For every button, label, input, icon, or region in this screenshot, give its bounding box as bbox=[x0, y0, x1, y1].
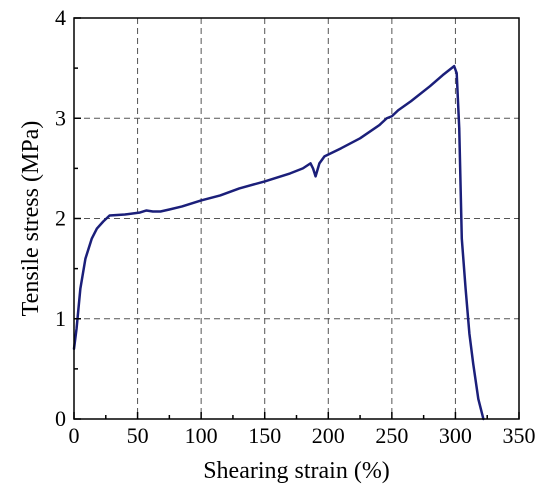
y-axis-title: Tensile stress (MPa) bbox=[18, 121, 44, 317]
x-tick-labels: 0 50 100 150 200 250 300 350 bbox=[69, 423, 536, 448]
y-tick-label-4: 4 bbox=[55, 5, 66, 30]
series-line-0 bbox=[72, 64, 485, 421]
grid-lines bbox=[74, 18, 519, 419]
x-axis-title: Shearing strain (%) bbox=[203, 458, 390, 484]
x-tick-label-7: 350 bbox=[503, 423, 536, 448]
y-tick-labels: 0 1 2 3 4 bbox=[55, 5, 66, 431]
y-tick-label-3: 3 bbox=[55, 105, 66, 130]
y-tick-label-2: 2 bbox=[55, 206, 66, 231]
x-tick-label-5: 250 bbox=[375, 423, 408, 448]
x-tick-label-3: 150 bbox=[248, 423, 281, 448]
x-tick-label-0: 0 bbox=[69, 423, 80, 448]
x-tick-label-6: 300 bbox=[439, 423, 472, 448]
axis-ticks bbox=[73, 17, 520, 420]
x-tick-label-1: 50 bbox=[127, 423, 149, 448]
y-tick-label-0: 0 bbox=[55, 406, 66, 431]
series-group bbox=[72, 64, 485, 421]
y-tick-label-1: 1 bbox=[55, 306, 66, 331]
x-tick-label-2: 100 bbox=[185, 423, 218, 448]
x-tick-label-4: 200 bbox=[312, 423, 345, 448]
